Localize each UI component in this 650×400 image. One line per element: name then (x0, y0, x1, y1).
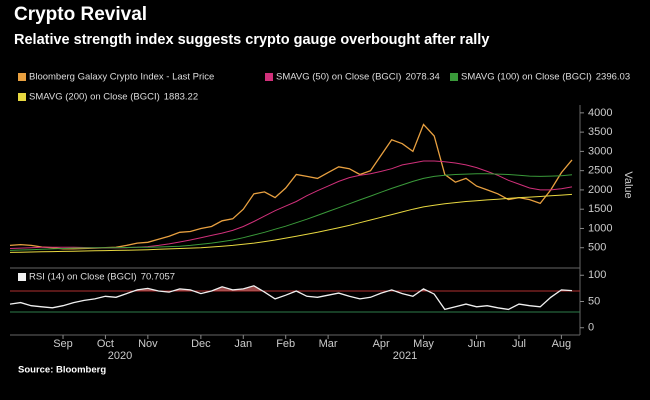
legend-value: 1883.22 (164, 92, 198, 103)
legend-swatch (18, 73, 26, 81)
legend-swatch (450, 73, 458, 81)
x-tick-label: Jan (234, 338, 252, 350)
legend-label: SMAVG (100) on Close (BGCI) (461, 72, 592, 83)
legend-label: Bloomberg Galaxy Crypto Index - Last Pri… (29, 72, 214, 83)
legend-label: SMAVG (200) on Close (BGCI) (29, 92, 160, 103)
x-year-label: 2020 (108, 350, 132, 362)
series-line (9, 173, 573, 251)
legend-label: RSI (14) on Close (BGCI) (29, 272, 137, 283)
x-tick-label: Apr (373, 338, 390, 350)
x-tick-label: Sep (53, 338, 73, 350)
source: Source: Bloomberg (18, 365, 106, 376)
x-tick-label: Jul (512, 338, 526, 350)
y-tick-label: 1500 (588, 203, 612, 215)
y-axis-label: Value (622, 171, 634, 198)
x-tick-label: Oct (97, 338, 114, 350)
y-tick-label: 2500 (588, 165, 612, 177)
y-tick-label: 500 (588, 242, 606, 254)
y-tick-label: 100 (588, 269, 606, 281)
legend-value: 70.7057 (141, 272, 175, 283)
x-tick-label: Dec (191, 338, 211, 350)
y-tick-label: 50 (588, 295, 600, 307)
x-tick-label: May (413, 338, 434, 350)
x-tick-label: Mar (319, 338, 338, 350)
y-tick-label: 3500 (588, 126, 612, 138)
x-year-label: 2021 (393, 350, 417, 362)
y-tick-label: 4000 (588, 107, 612, 119)
series-line (9, 193, 573, 253)
legend-swatch (18, 93, 26, 101)
y-tick-label: 1000 (588, 222, 612, 234)
series-line (9, 285, 573, 311)
legend-label: SMAVG (50) on Close (BGCI) (276, 72, 401, 83)
x-tick-label: Jun (468, 338, 486, 350)
legend-value: 2396.03 (596, 72, 630, 83)
chart-title: Crypto Revival (14, 4, 147, 25)
legend-value: 2078.34 (405, 72, 439, 83)
x-tick-label: Nov (138, 338, 158, 350)
x-tick-label: Feb (276, 338, 295, 350)
x-tick-label: Aug (552, 338, 572, 350)
y-tick-label: 3000 (588, 145, 612, 157)
legend-swatch (18, 273, 26, 281)
legend-swatch (265, 73, 273, 81)
y-tick-label: 0 (588, 322, 594, 334)
y-tick-label: 2000 (588, 184, 612, 196)
chart-subtitle: Relative strength index suggests crypto … (14, 32, 489, 48)
